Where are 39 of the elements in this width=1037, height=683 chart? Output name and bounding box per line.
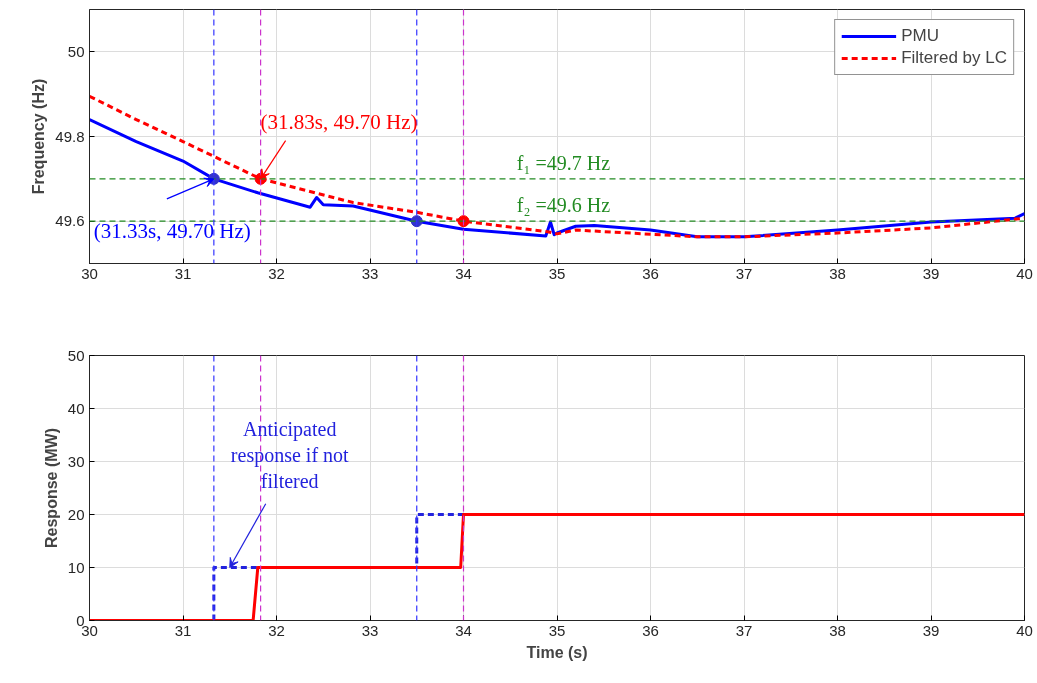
x-tick-label: 37 (735, 621, 753, 639)
x-tick-label: 40 (1016, 621, 1033, 639)
legend-label: Filtered by LC (901, 48, 1007, 68)
x-tick-label: 39 (922, 264, 940, 282)
y-tick-label: 49.8 (55, 127, 85, 145)
x-tick-label: 37 (735, 264, 753, 282)
x-tick-label: 36 (642, 264, 659, 282)
x-tick-label: 31 (174, 264, 192, 282)
x-tick-label: 33 (361, 264, 379, 282)
y-axis-title: Frequency (Hz) (30, 78, 48, 195)
x-tick-label: 38 (829, 264, 846, 282)
annotation: (31.33s, 49.70 Hz) (93, 218, 251, 243)
legend-label: PMU (901, 26, 939, 46)
x-tick-label: 34 (455, 264, 472, 282)
annotation: (31.83s, 49.70 Hz) (260, 109, 418, 134)
x-tick-label: 35 (548, 264, 566, 282)
x-tick-label: 33 (361, 621, 379, 639)
x-tick-label: 34 (455, 621, 472, 639)
annotation: Anticipated response if not filtered (230, 417, 350, 493)
x-tick-label: 38 (829, 621, 846, 639)
ref-line-label: f₂ =49.6 Hz (516, 194, 611, 217)
y-tick-label: 30 (67, 452, 85, 470)
x-tick-label: 40 (1016, 264, 1033, 282)
x-tick-label: 39 (922, 621, 940, 639)
x-tick-label: 35 (548, 621, 566, 639)
x-tick-label: 36 (642, 621, 659, 639)
x-tick-label: 32 (268, 264, 285, 282)
y-tick-label: 40 (67, 399, 85, 417)
x-tick-label: 30 (81, 264, 98, 282)
y-tick-label: 10 (67, 558, 85, 576)
y-tick-label: 20 (67, 505, 85, 523)
y-tick-label: 50 (67, 346, 85, 364)
y-tick-label: 50 (67, 42, 85, 60)
y-tick-label: 49.6 (55, 212, 85, 230)
x-tick-label: 32 (268, 621, 285, 639)
ref-line-label: f₁ =49.7 Hz (516, 151, 611, 174)
x-axis-title: Time (s) (526, 643, 588, 661)
x-tick-label: 31 (174, 621, 192, 639)
y-axis-title: Response (MW) (42, 428, 60, 548)
